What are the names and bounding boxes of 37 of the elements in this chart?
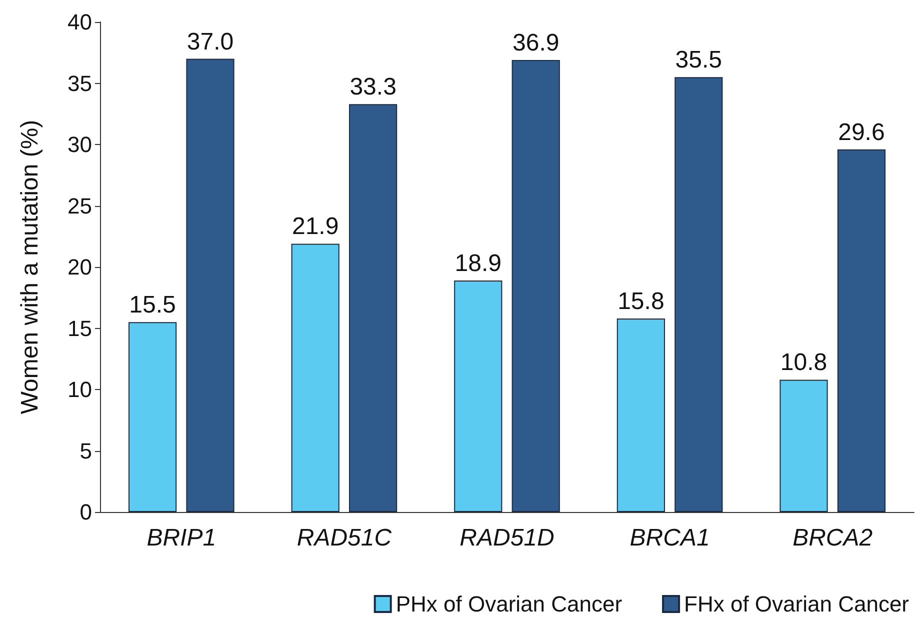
x-tick-label: RAD51D [460,524,554,552]
data-label: 36.9 [512,29,560,56]
data-label: 21.9 [292,213,339,240]
bar [512,60,560,512]
y-tick-label: 0 [80,500,92,524]
x-tick-label: BRCA2 [792,524,873,552]
bar [454,280,502,512]
y-tick-label: 15 [68,316,92,341]
bar [837,149,886,512]
data-label: 29.6 [838,118,885,146]
data-label: 37.0 [186,28,234,56]
y-tick-label: 30 [68,132,92,157]
data-label: 10.8 [780,349,828,376]
y-tick-label: 10 [68,377,92,402]
data-label: 15.5 [129,292,176,319]
y-tick-label: 35 [68,70,92,96]
x-tick-label: RAD51C [296,524,392,552]
y-tick-label: 25 [68,193,92,218]
bar [616,318,665,512]
y-tick-label: 40 [68,10,92,34]
x-tick-label: BRCA1 [630,524,710,552]
bar [186,58,234,512]
bar [674,77,723,512]
legend-label: FHx of Ovarian Cancer [684,592,910,616]
legend-label: PHx of Ovarian Cancer [396,592,622,616]
bar [349,104,398,512]
x-tick-label: BRIP1 [146,524,216,552]
bar [128,322,177,512]
data-label: 35.5 [675,46,722,74]
data-label: 33.3 [350,74,396,101]
data-label: 18.9 [454,250,502,277]
y-tick-label: 5 [80,438,92,464]
bar [780,380,828,512]
y-tick-label: 20 [68,254,92,280]
bar [291,244,340,512]
y-axis-title: Women with a mutation (%) [16,120,44,414]
data-label: 15.8 [618,288,664,315]
